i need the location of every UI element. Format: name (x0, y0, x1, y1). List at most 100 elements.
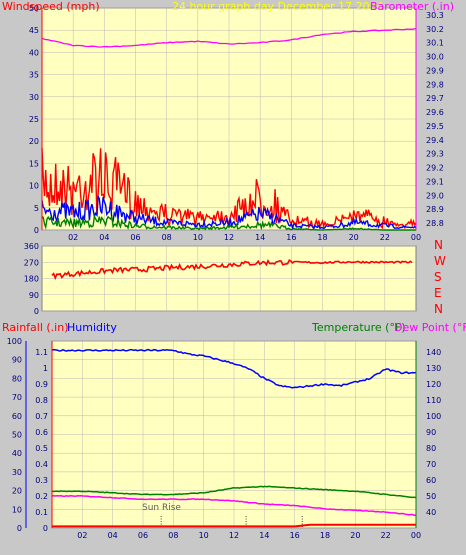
temperature-y-tick: 130 (426, 364, 441, 373)
humidity-y-tick: 70 (12, 393, 22, 402)
wind-x-tick: 14 (255, 233, 265, 242)
wind-y-tick: 0 (34, 226, 39, 235)
direction-y-tick: 270 (24, 258, 39, 267)
rainfall-axis-label: Rainfall (.in) (2, 321, 69, 334)
humidity-y-tick: 20 (12, 487, 22, 496)
humidity-y-tick: 50 (12, 431, 22, 440)
temperature-y-tick: 90 (426, 428, 436, 437)
wind-x-tick: 08 (162, 233, 172, 242)
barometer-y-tick: 29.8 (426, 80, 444, 89)
dir-label-e: E (434, 286, 442, 300)
wind-direction-series (51, 259, 413, 280)
humidity-y-tick: 60 (12, 412, 22, 421)
rainfall-y-tick: 0.8 (35, 396, 48, 405)
sunrise-annotation: Sun Rise (142, 503, 181, 513)
rainfall-y-tick: 0.3 (35, 476, 48, 485)
temperature-series (51, 485, 417, 499)
wind-y-tick: 25 (29, 115, 39, 124)
humidity-y-tick: 0 (17, 524, 22, 533)
humidity-y-tick: 30 (12, 468, 22, 477)
lower-x-tick: 18 (320, 531, 330, 540)
barometer-y-tick: 29.3 (426, 150, 444, 159)
temperature-y-tick: 50 (426, 492, 436, 501)
rainfall-y-tick: 0.6 (35, 428, 48, 437)
barometer-axis-label: Barometer (.in) (370, 0, 454, 13)
lower-x-tick: 12 (229, 531, 239, 540)
wind-x-tick: 02 (68, 233, 78, 242)
rainfall-y-tick: 0.9 (35, 380, 48, 389)
dewpoint-axis-label: Dew Point (°F) (394, 321, 466, 334)
rainfall-y-tick: 1.1 (35, 348, 48, 357)
barometer-y-tick: 30.0 (426, 53, 444, 62)
barometer-y-tick: 29.0 (426, 191, 444, 200)
temperature-y-tick: 70 (426, 460, 436, 469)
direction-y-tick: 90 (29, 291, 39, 300)
wind-x-tick: 16 (286, 233, 296, 242)
barometer-y-tick: 29.4 (426, 136, 444, 145)
wind-x-tick: 00 (411, 233, 421, 242)
windspeed-axis-label: Windspeed (mph) (2, 0, 100, 13)
barometer-y-tick: 29.2 (426, 164, 444, 173)
barometer-y-tick: 29.6 (426, 108, 444, 117)
temperature-y-tick: 40 (426, 508, 436, 517)
rainfall-series (52, 523, 416, 528)
dir-label-s: S (434, 270, 442, 284)
wind-y-tick: 20 (29, 137, 39, 146)
wind-x-tick: 22 (380, 233, 390, 242)
wind-x-tick: 04 (99, 233, 109, 242)
rainfall-y-tick: 0.5 (35, 444, 48, 453)
humidity-axis-label: Humidity (67, 321, 117, 334)
barometer-series (41, 27, 417, 48)
dir-label-w: W (434, 254, 446, 268)
lower-x-tick: 20 (350, 531, 360, 540)
lower-x-tick: 16 (290, 531, 300, 540)
barometer-y-tick: 29.1 (426, 177, 444, 186)
rainfall-y-tick: 0.7 (35, 412, 48, 421)
wind-low-series (41, 214, 416, 231)
rainfall-y-tick: 0.2 (35, 492, 48, 501)
wind-y-tick: 35 (29, 71, 39, 80)
humidity-y-tick: 100 (7, 337, 22, 346)
rainfall-y-tick: 1 (43, 364, 48, 373)
wind-y-tick: 15 (29, 159, 39, 168)
barometer-y-tick: 28.9 (426, 205, 444, 214)
temperature-y-tick: 60 (426, 476, 436, 485)
wind-x-tick: 06 (130, 233, 140, 242)
humidity-series (51, 348, 417, 389)
lower-x-tick: 00 (411, 531, 421, 540)
rainfall-y-tick: 0.1 (35, 508, 48, 517)
wind-y-tick: 40 (29, 48, 39, 57)
barometer-y-tick: 30.2 (426, 25, 444, 34)
graph-title: 24 hour graph day December 17 2024 (172, 0, 384, 13)
temperature-y-tick: 100 (426, 412, 441, 421)
lower-x-tick: 10 (199, 531, 209, 540)
lower-x-tick: 08 (168, 531, 178, 540)
dir-label-n-top: N (434, 238, 443, 252)
humidity-y-tick: 40 (12, 449, 22, 458)
temperature-y-tick: 140 (426, 348, 441, 357)
temperature-y-tick: 110 (426, 396, 441, 405)
wind-average-series (41, 194, 417, 231)
wind-y-tick: 45 (29, 26, 39, 35)
direction-y-tick: 360 (24, 242, 39, 251)
rainfall-y-tick: 0.4 (35, 460, 48, 469)
lower-x-tick: 02 (77, 531, 87, 540)
dir-label-n-bottom: N (434, 302, 443, 316)
barometer-y-tick: 30.1 (426, 39, 444, 48)
lower-x-tick: 06 (138, 531, 148, 540)
direction-y-tick: 0 (34, 307, 39, 316)
temperature-y-tick: 80 (426, 444, 436, 453)
wind-x-tick: 10 (193, 233, 203, 242)
barometer-y-tick: 29.9 (426, 66, 444, 75)
barometer-y-tick: 29.5 (426, 122, 444, 131)
dewpoint-series (51, 494, 416, 516)
humidity-y-tick: 90 (12, 356, 22, 365)
wind-y-tick: 50 (29, 4, 39, 13)
wind-y-tick: 10 (29, 182, 39, 191)
rainfall-y-tick: 0 (43, 524, 48, 533)
humidity-y-tick: 80 (12, 374, 22, 383)
wind-x-tick: 18 (317, 233, 327, 242)
barometer-y-tick: 30.3 (426, 11, 444, 20)
wind-x-tick: 12 (224, 233, 234, 242)
